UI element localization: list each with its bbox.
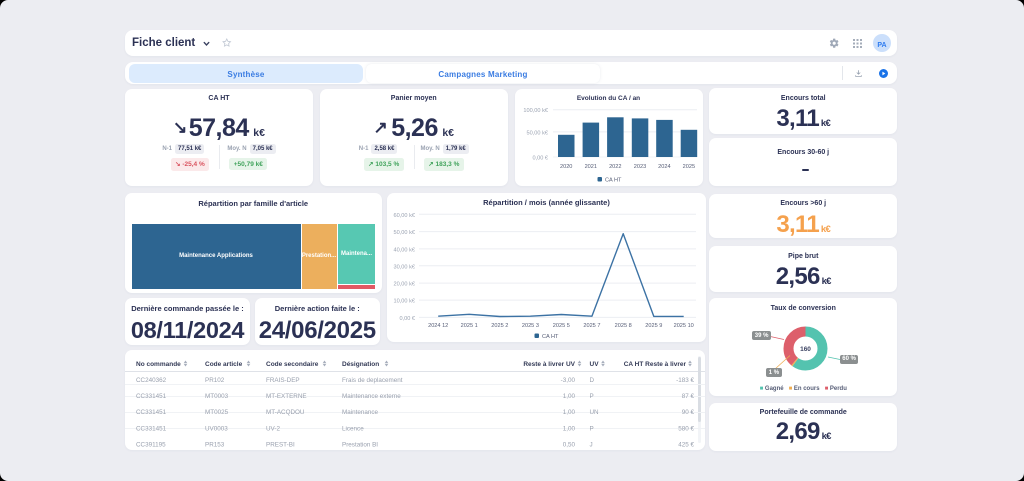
svg-text:2025 10: 2025 10 bbox=[674, 323, 694, 329]
svg-text:50,00 k€: 50,00 k€ bbox=[394, 230, 416, 236]
svg-text:2024: 2024 bbox=[658, 164, 670, 170]
svg-text:Maintenance: Maintenance bbox=[342, 409, 379, 416]
svg-text:UV0003: UV0003 bbox=[205, 426, 228, 433]
svg-text:CC391195: CC391195 bbox=[136, 442, 166, 449]
svg-text:0,00 €: 0,00 € bbox=[532, 156, 548, 162]
svg-text:CA HT: CA HT bbox=[605, 178, 622, 184]
svg-text:87 €: 87 € bbox=[682, 393, 695, 400]
svg-text:580 €: 580 € bbox=[678, 426, 694, 433]
svg-text:0,00 €: 0,00 € bbox=[399, 316, 415, 322]
svg-text:100,00 k€: 100,00 k€ bbox=[523, 108, 548, 114]
svg-text:2025 9: 2025 9 bbox=[645, 323, 662, 329]
svg-text:UV: UV bbox=[590, 361, 600, 368]
svg-text:MT0025: MT0025 bbox=[205, 409, 229, 416]
svg-text:J: J bbox=[590, 442, 593, 449]
svg-text:2024 12: 2024 12 bbox=[428, 323, 448, 329]
svg-text:D: D bbox=[590, 377, 595, 384]
svg-text:-183 €: -183 € bbox=[676, 377, 694, 384]
svg-text:PREST-BI: PREST-BI bbox=[266, 442, 295, 449]
svg-text:UV-2: UV-2 bbox=[266, 426, 280, 433]
svg-text:40,00 k€: 40,00 k€ bbox=[394, 247, 416, 253]
svg-text:CC331451: CC331451 bbox=[136, 409, 167, 416]
svg-text:No commande: No commande bbox=[136, 361, 181, 368]
svg-text:PR102: PR102 bbox=[205, 377, 225, 384]
svg-text:2021: 2021 bbox=[584, 164, 596, 170]
svg-text:PR153: PR153 bbox=[205, 442, 225, 449]
svg-text:Licence: Licence bbox=[342, 426, 364, 433]
svg-text:1,00: 1,00 bbox=[563, 409, 576, 416]
svg-text:CA HT: CA HT bbox=[542, 334, 559, 340]
svg-text:MT0003: MT0003 bbox=[205, 393, 229, 400]
svg-text:CA HT Reste à livrer: CA HT Reste à livrer bbox=[624, 361, 687, 368]
svg-text:1,00: 1,00 bbox=[563, 393, 576, 400]
svg-text:CC331451: CC331451 bbox=[136, 426, 167, 433]
svg-text:1,00: 1,00 bbox=[563, 426, 576, 433]
svg-text:CC331451: CC331451 bbox=[136, 393, 167, 400]
svg-text:Maintenance externe: Maintenance externe bbox=[342, 393, 401, 400]
svg-text:2020: 2020 bbox=[559, 164, 571, 170]
svg-text:P: P bbox=[590, 426, 594, 433]
svg-text:90 €: 90 € bbox=[682, 409, 695, 416]
svg-text:FRAIS-DEP: FRAIS-DEP bbox=[266, 377, 300, 384]
svg-text:Prestation BI: Prestation BI bbox=[342, 442, 378, 449]
svg-text:Code secondaire: Code secondaire bbox=[266, 361, 319, 368]
svg-text:60,00 k€: 60,00 k€ bbox=[394, 213, 416, 219]
svg-text:MT-EXTERNE: MT-EXTERNE bbox=[266, 393, 307, 400]
svg-text:CC240362: CC240362 bbox=[136, 377, 167, 384]
svg-text:20,00 k€: 20,00 k€ bbox=[394, 282, 416, 288]
svg-text:2025 1: 2025 1 bbox=[461, 323, 478, 329]
svg-text:Désignation: Désignation bbox=[342, 361, 379, 368]
svg-text:30,00 k€: 30,00 k€ bbox=[394, 264, 416, 270]
svg-text:2025 7: 2025 7 bbox=[583, 323, 600, 329]
svg-text:Frais de deplacement: Frais de deplacement bbox=[342, 377, 403, 384]
svg-text:2025: 2025 bbox=[682, 164, 694, 170]
svg-text:10,00 k€: 10,00 k€ bbox=[394, 299, 416, 305]
svg-text:2025 2: 2025 2 bbox=[491, 323, 508, 329]
svg-text:2025 8: 2025 8 bbox=[615, 323, 632, 329]
svg-text:UN: UN bbox=[590, 409, 600, 416]
svg-text:2025 3: 2025 3 bbox=[522, 323, 539, 329]
svg-text:Reste à livrer UV: Reste à livrer UV bbox=[523, 361, 575, 368]
svg-text:MT-ACQDOU: MT-ACQDOU bbox=[266, 409, 305, 416]
svg-text:Code article: Code article bbox=[205, 361, 243, 368]
svg-text:P: P bbox=[590, 393, 594, 400]
svg-text:-3,00: -3,00 bbox=[561, 377, 576, 384]
svg-text:2025 5: 2025 5 bbox=[553, 323, 570, 329]
svg-text:425 €: 425 € bbox=[678, 442, 694, 449]
svg-text:160: 160 bbox=[800, 346, 811, 353]
svg-text:2023: 2023 bbox=[633, 164, 645, 170]
svg-text:2022: 2022 bbox=[609, 164, 621, 170]
svg-text:50,00 k€: 50,00 k€ bbox=[526, 130, 548, 136]
svg-text:0,50: 0,50 bbox=[563, 442, 576, 449]
